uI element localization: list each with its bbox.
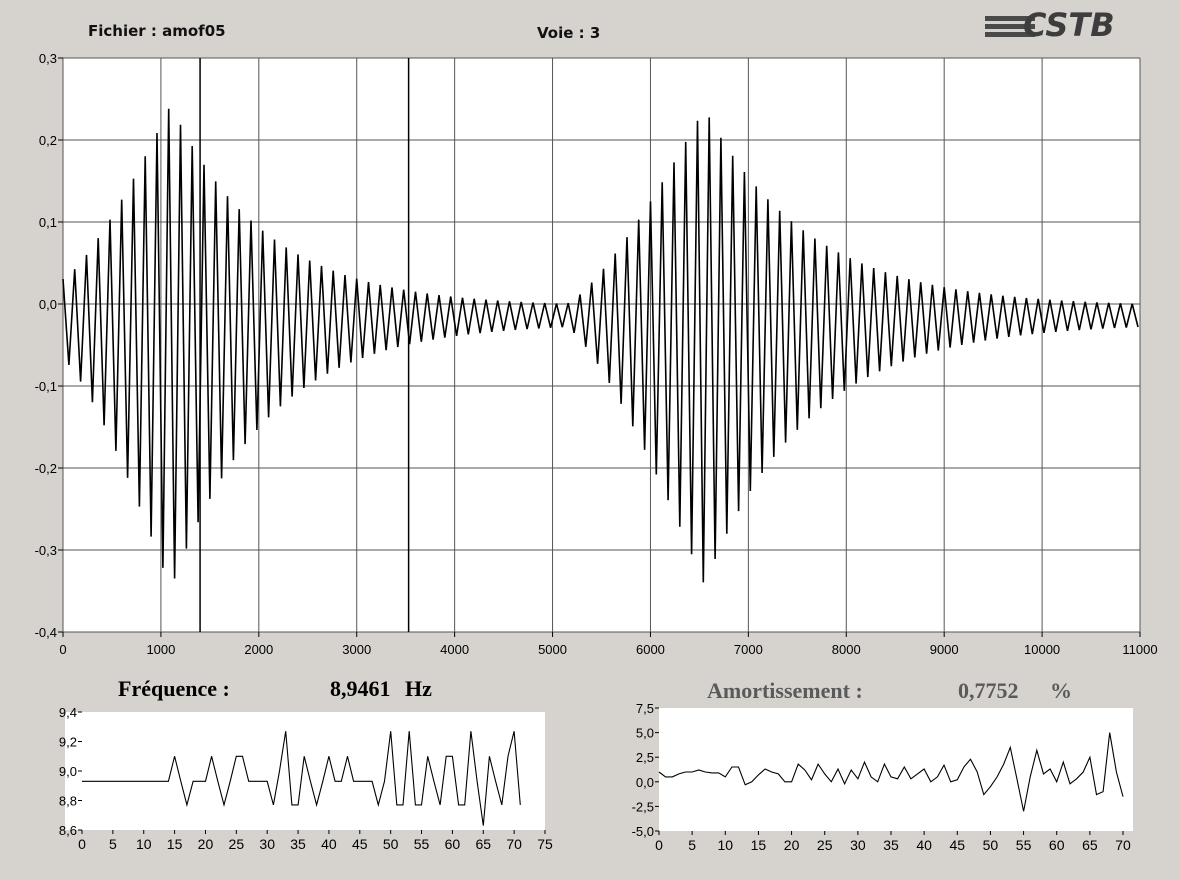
y-tick-label: -2,5: [632, 799, 654, 814]
y-tick-label: 7,5: [636, 701, 654, 716]
x-tick-label: 30: [259, 836, 275, 852]
x-tick-label: 3000: [342, 642, 371, 657]
signal-trace: [62, 108, 1139, 583]
x-tick-label: 40: [321, 836, 337, 852]
y-tick-label: 9,2: [59, 735, 77, 750]
frequency-unit: Hz: [405, 676, 432, 701]
frequency-trace: [82, 731, 521, 826]
y-tick-label: -0,2: [35, 461, 57, 476]
x-tick-label: 65: [475, 836, 491, 852]
x-tick-label: 0: [59, 642, 66, 657]
x-tick-label: 35: [290, 836, 306, 852]
x-tick-label: 10: [136, 836, 152, 852]
x-tick-label: 70: [506, 836, 522, 852]
x-tick-label: 9000: [930, 642, 959, 657]
x-tick-label: 40: [916, 837, 932, 853]
x-tick-label: 15: [751, 837, 767, 853]
damping-value: 0,7752: [958, 678, 1019, 703]
damping-trace: [658, 732, 1124, 812]
x-tick-label: 50: [983, 837, 999, 853]
cstb-logo: CSTB: [985, 6, 1145, 48]
x-tick-label: 25: [229, 836, 245, 852]
x-tick-label: 55: [414, 836, 430, 852]
frequency-label: Fréquence :: [118, 676, 230, 701]
x-tick-label: 5: [109, 836, 117, 852]
x-tick-label: 4000: [440, 642, 469, 657]
x-tick-label: 60: [1049, 837, 1065, 853]
y-tick-label: 5,0: [636, 726, 654, 741]
x-tick-label: 20: [784, 837, 800, 853]
frequency-value: 8,9461: [330, 676, 391, 701]
x-tick-label: 30: [850, 837, 866, 853]
y-tick-label: 9,4: [59, 705, 77, 720]
x-tick-label: 25: [817, 837, 833, 853]
x-tick-label: 6000: [636, 642, 665, 657]
y-tick-label: 2,5: [636, 750, 654, 765]
x-tick-label: 11000: [1122, 642, 1157, 657]
x-tick-label: 55: [1016, 837, 1032, 853]
x-tick-label: 10000: [1024, 642, 1060, 657]
x-tick-label: 10: [717, 837, 733, 853]
damping-plot-area: [659, 708, 1133, 831]
y-tick-label: 9,0: [59, 764, 77, 779]
y-tick-label: 0,3: [39, 51, 57, 66]
y-tick-label: -0,1: [35, 379, 57, 394]
x-tick-label: 2000: [244, 642, 273, 657]
damping-unit: %: [1050, 678, 1072, 703]
x-tick-label: 0: [655, 837, 663, 853]
x-tick-label: 50: [383, 836, 399, 852]
x-tick-label: 45: [949, 837, 965, 853]
x-tick-label: 75: [537, 836, 553, 852]
y-tick-label: 0,1: [39, 215, 57, 230]
x-tick-label: 1000: [146, 642, 175, 657]
x-tick-label: 7000: [734, 642, 763, 657]
x-tick-label: 70: [1115, 837, 1131, 853]
file-label: Fichier : amof05: [88, 22, 226, 40]
y-tick-label: 8,6: [59, 823, 77, 838]
x-tick-label: 15: [167, 836, 183, 852]
x-tick-label: 5: [688, 837, 696, 853]
main-chart: 0 1000 2000 3000 4000 5000 6000 7000 8000 9000 100…: [35, 51, 1158, 657]
x-tick-label: 45: [352, 836, 368, 852]
x-tick-label: 35: [883, 837, 899, 853]
damping-label: Amortissement :: [707, 678, 863, 703]
channel-label: Voie : 3: [537, 24, 601, 42]
x-tick-label: 20: [198, 836, 214, 852]
x-tick-label: 8000: [832, 642, 861, 657]
x-tick-label: 60: [445, 836, 461, 852]
y-tick-label: 8,8: [59, 794, 77, 809]
y-tick-label: -5,0: [632, 824, 654, 839]
x-tick-label: 65: [1082, 837, 1098, 853]
frequency-plot-area: [65, 712, 545, 830]
y-tick-label: 0,0: [636, 775, 654, 790]
y-tick-label: 0,2: [39, 133, 57, 148]
y-tick-label: -0,3: [35, 543, 57, 558]
y-tick-label: -0,4: [35, 625, 57, 640]
y-tick-label: 0,0: [39, 297, 57, 312]
x-tick-label: 5000: [538, 642, 567, 657]
x-tick-label: 0: [78, 836, 86, 852]
